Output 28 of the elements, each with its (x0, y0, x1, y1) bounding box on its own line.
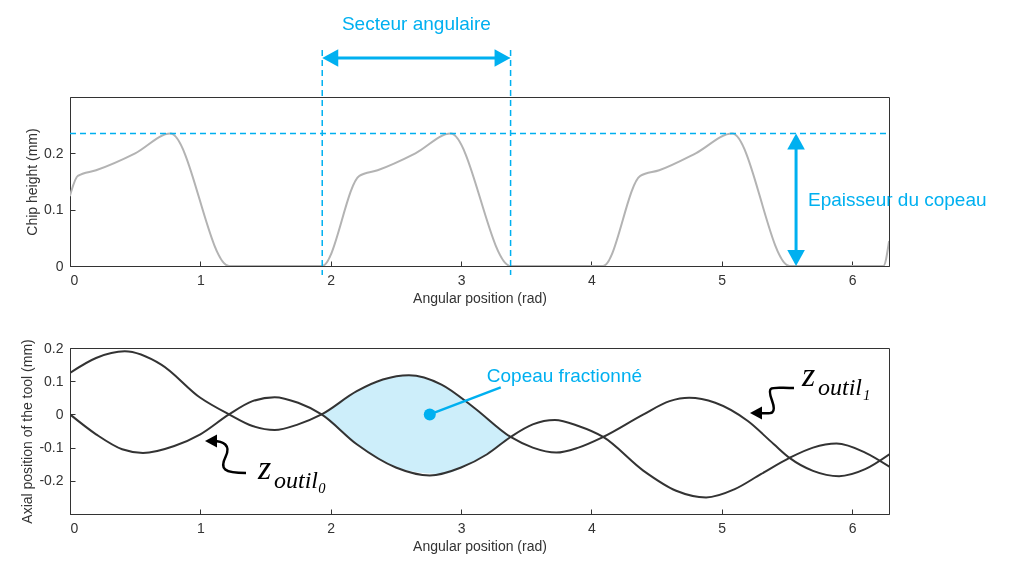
y-tick-label: 0.1 (44, 372, 64, 389)
x-tick-label: 6 (848, 271, 857, 288)
x-tick-label: 5 (718, 519, 727, 536)
x-axis-title: Angular position (rad) (413, 537, 547, 554)
x-tick-label: 0 (70, 271, 79, 288)
x-tick-label: 3 (457, 271, 466, 288)
x-tick-label: 5 (718, 271, 727, 288)
x-tick-label: 4 (588, 271, 597, 288)
y-tick-label: 0 (55, 405, 64, 422)
y-axis-title: Chip height (mm) (24, 128, 41, 236)
y-tick-label: 0.2 (44, 144, 64, 161)
y-tick-label: 0.2 (44, 339, 64, 356)
x-tick-label: 3 (457, 519, 466, 536)
y-tick-label: -0.2 (39, 472, 64, 489)
y-axis-title: Axial position of the tool (mm) (19, 339, 36, 524)
annotation: Copeau fractionné (486, 365, 643, 387)
y-tick-label: 0 (55, 257, 64, 274)
y-tick-label: 0.1 (44, 201, 64, 218)
y-tick-label: -0.1 (39, 439, 64, 456)
x-tick-label: 6 (848, 519, 857, 536)
x-tick-label: 2 (327, 271, 336, 288)
x-axis-title: Angular position (rad) (413, 289, 547, 306)
x-tick-label: 2 (327, 519, 336, 536)
x-tick-label: 1 (196, 271, 205, 288)
x-tick-label: 0 (70, 519, 79, 536)
x-tick-label: 4 (588, 519, 597, 536)
x-tick-label: 1 (196, 519, 205, 536)
text: Secteur angulaire (341, 13, 491, 34)
